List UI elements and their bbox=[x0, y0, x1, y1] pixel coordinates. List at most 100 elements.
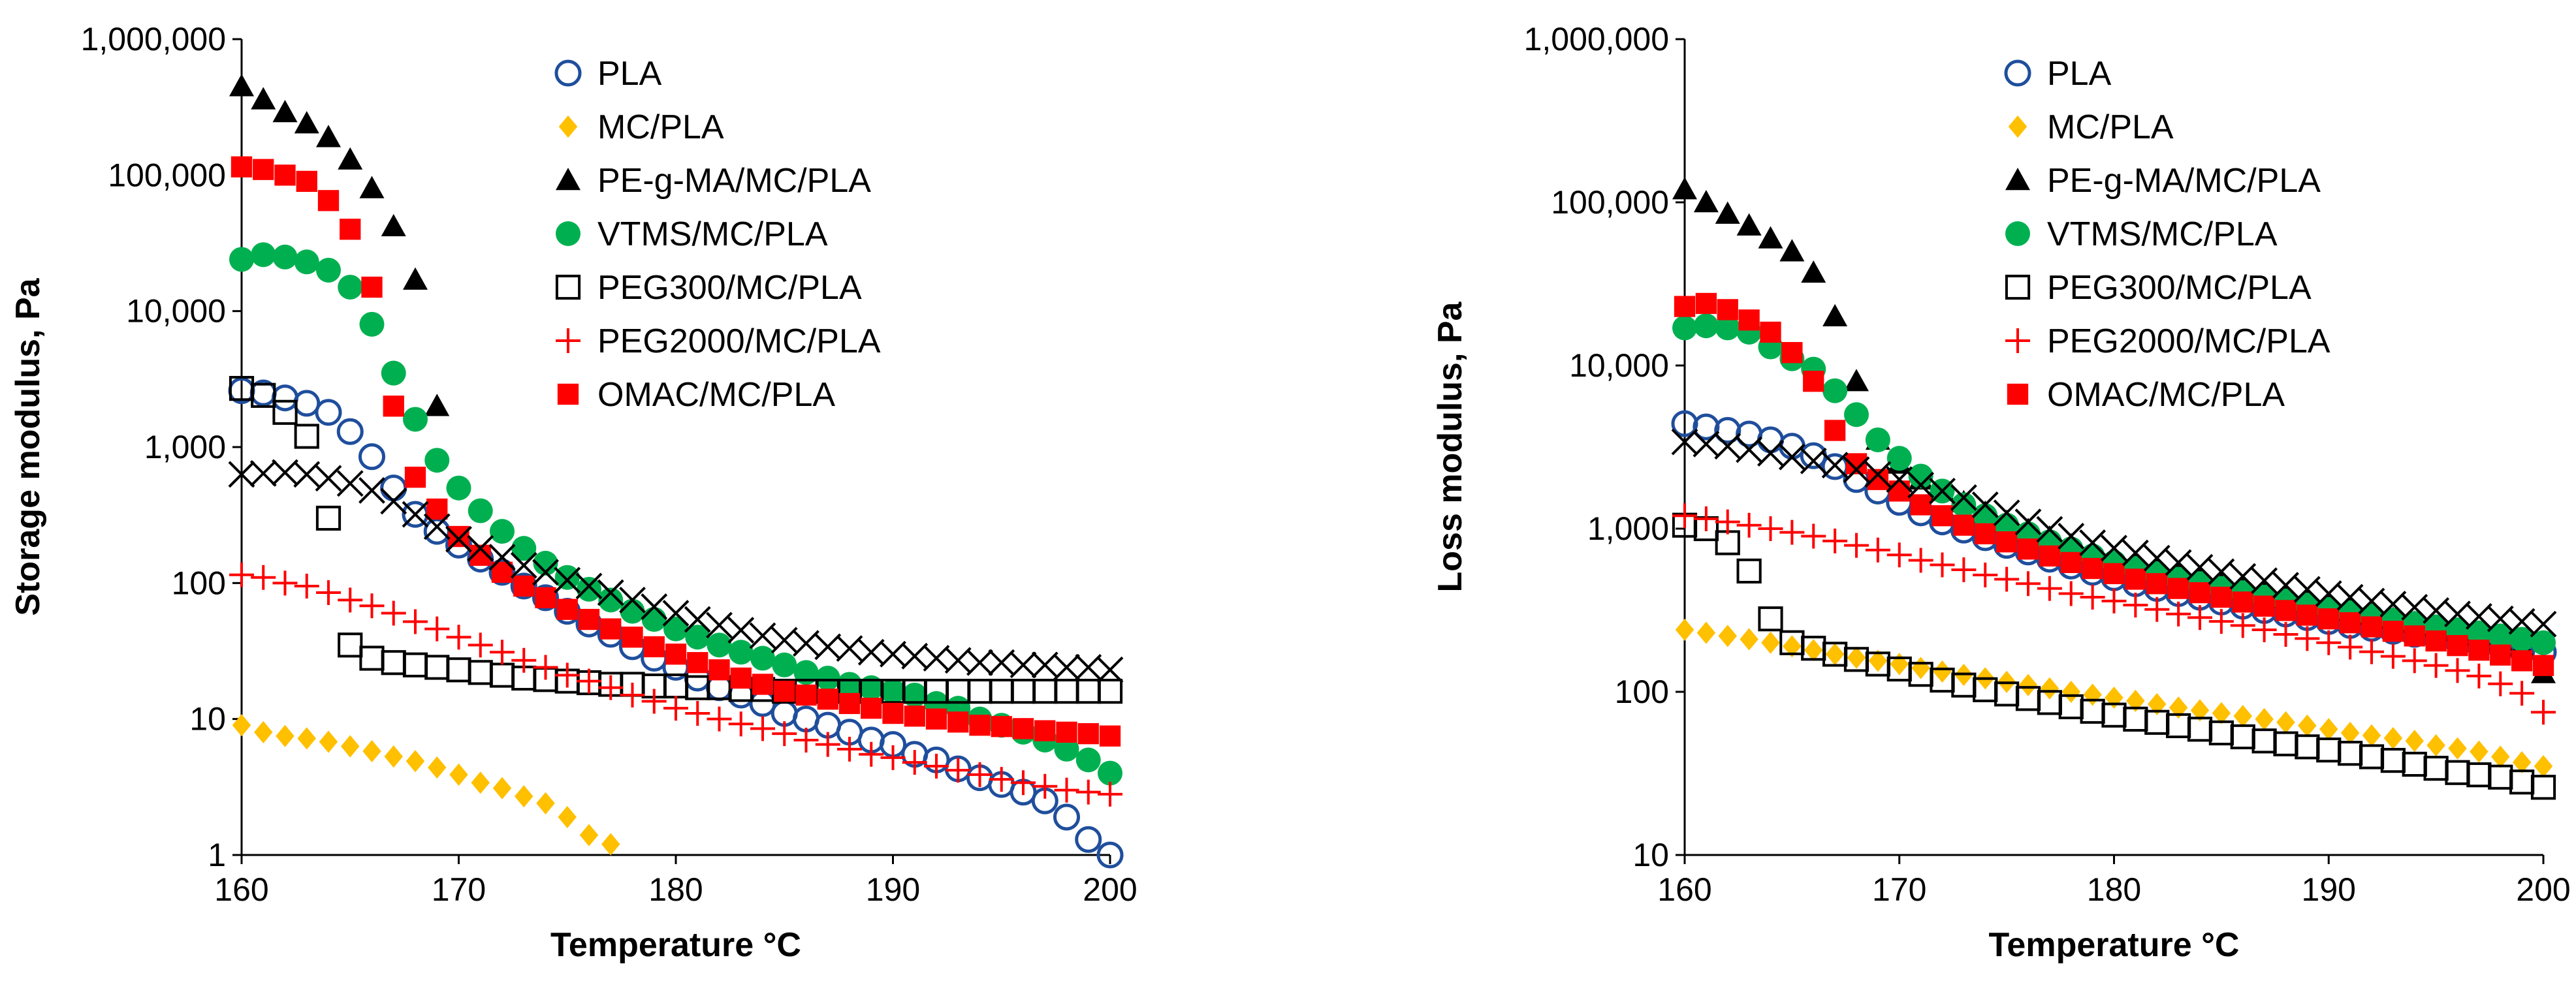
data-point bbox=[535, 587, 556, 608]
data-point bbox=[359, 311, 385, 337]
data-point bbox=[296, 170, 317, 193]
data-point bbox=[772, 652, 797, 677]
data-point bbox=[2233, 705, 2252, 728]
y-tick-label: 100,000 bbox=[108, 157, 226, 193]
data-point bbox=[793, 727, 819, 753]
legend-marker bbox=[555, 274, 581, 300]
data-point bbox=[2338, 634, 2363, 660]
data-point bbox=[2336, 583, 2364, 611]
data-point bbox=[1888, 480, 1910, 502]
data-point bbox=[1693, 430, 1720, 458]
data-point bbox=[338, 632, 363, 658]
data-point bbox=[315, 465, 342, 492]
data-point bbox=[1054, 736, 1079, 762]
data-point bbox=[1908, 548, 1933, 573]
x-tick-label: 180 bbox=[648, 871, 703, 908]
data-point bbox=[2122, 539, 2149, 567]
data-point bbox=[1910, 494, 1932, 516]
legend-label: PEG300/MC/PLA bbox=[2047, 269, 2312, 307]
loss-modulus-chart: 10 100 1,000 10,000 100,000 1,000,000 160 170 18… bbox=[1431, 21, 2571, 964]
data-point bbox=[1778, 443, 1805, 471]
legend-label: PLA bbox=[2047, 55, 2112, 93]
legend-label: PEG2000/MC/PLA bbox=[597, 322, 881, 360]
data-point bbox=[1821, 452, 1849, 479]
data-point bbox=[2061, 680, 2080, 704]
data-point bbox=[1736, 213, 1762, 236]
data-point bbox=[1054, 679, 1079, 704]
data-point bbox=[2146, 573, 2168, 595]
data-point bbox=[2251, 728, 2277, 754]
data-point bbox=[511, 536, 537, 561]
data-point bbox=[620, 682, 645, 707]
data-point bbox=[232, 714, 251, 737]
legend: PLA MC/PLA PE-g-MA/MC/PLA VTMS/MC/PLA PEG300… bbox=[554, 55, 881, 414]
y-tick-label: 10 bbox=[1632, 837, 1669, 873]
data-point bbox=[991, 716, 1012, 738]
series-unnamed bbox=[1671, 428, 2557, 638]
data-point bbox=[533, 655, 558, 680]
data-point bbox=[1031, 651, 1058, 679]
data-point bbox=[598, 675, 624, 700]
data-point bbox=[2014, 508, 2042, 536]
data-point bbox=[2212, 702, 2231, 724]
data-point bbox=[556, 598, 578, 620]
data-point bbox=[662, 600, 690, 627]
data-point bbox=[1950, 484, 1977, 511]
data-point bbox=[1032, 773, 1058, 799]
data-point bbox=[359, 176, 385, 198]
x-tick-label: 160 bbox=[214, 871, 268, 908]
data-point bbox=[1054, 777, 1079, 803]
data-point bbox=[1800, 442, 1827, 469]
data-point bbox=[2445, 658, 2470, 683]
data-point bbox=[423, 518, 451, 545]
data-point bbox=[2148, 692, 2167, 716]
data-point bbox=[272, 399, 298, 425]
data-point bbox=[2080, 585, 2105, 610]
data-point bbox=[577, 668, 601, 694]
data-point bbox=[2018, 674, 2038, 696]
data-point bbox=[578, 608, 600, 630]
data-point bbox=[967, 762, 993, 787]
data-point bbox=[2511, 650, 2533, 672]
y-tick-label: 1,000 bbox=[144, 429, 226, 465]
data-point bbox=[1951, 492, 1977, 518]
data-point bbox=[2470, 740, 2489, 763]
x-axis-title: Temperature °C bbox=[1989, 926, 2240, 964]
data-point bbox=[340, 219, 361, 240]
data-point bbox=[1908, 463, 1933, 489]
data-point bbox=[449, 763, 468, 786]
data-point bbox=[1758, 606, 1783, 632]
data-point bbox=[1824, 420, 1846, 441]
data-point bbox=[2444, 600, 2471, 628]
data-point bbox=[2058, 581, 2084, 606]
data-point bbox=[2466, 762, 2492, 788]
data-point bbox=[488, 559, 516, 586]
data-point bbox=[1099, 725, 1121, 747]
data-point bbox=[2058, 523, 2085, 550]
data-point bbox=[229, 74, 254, 97]
data-point bbox=[1867, 469, 1889, 490]
data-point bbox=[2208, 558, 2235, 585]
data-point bbox=[944, 647, 972, 674]
data-point bbox=[1911, 657, 1930, 679]
data-point bbox=[2143, 544, 2171, 572]
series-unnamed bbox=[228, 459, 1124, 683]
data-point bbox=[575, 572, 603, 600]
data-point bbox=[2488, 671, 2513, 696]
data-point bbox=[359, 645, 385, 671]
data-point bbox=[1097, 679, 1123, 704]
data-point bbox=[1736, 512, 1762, 538]
data-point bbox=[380, 488, 407, 515]
data-point bbox=[2101, 588, 2127, 613]
data-point bbox=[1971, 491, 1999, 518]
data-point bbox=[1693, 190, 1719, 213]
data-point bbox=[2447, 635, 2468, 657]
data-point bbox=[966, 649, 993, 676]
data-point bbox=[2103, 563, 2125, 585]
y-tick-label: 1,000,000 bbox=[1524, 21, 1669, 57]
data-point bbox=[2509, 681, 2535, 706]
data-point bbox=[1671, 428, 1698, 456]
series-omac-mc-pla bbox=[1674, 292, 2554, 676]
y-tick-label: 100,000 bbox=[1551, 184, 1669, 221]
data-point bbox=[272, 459, 298, 486]
